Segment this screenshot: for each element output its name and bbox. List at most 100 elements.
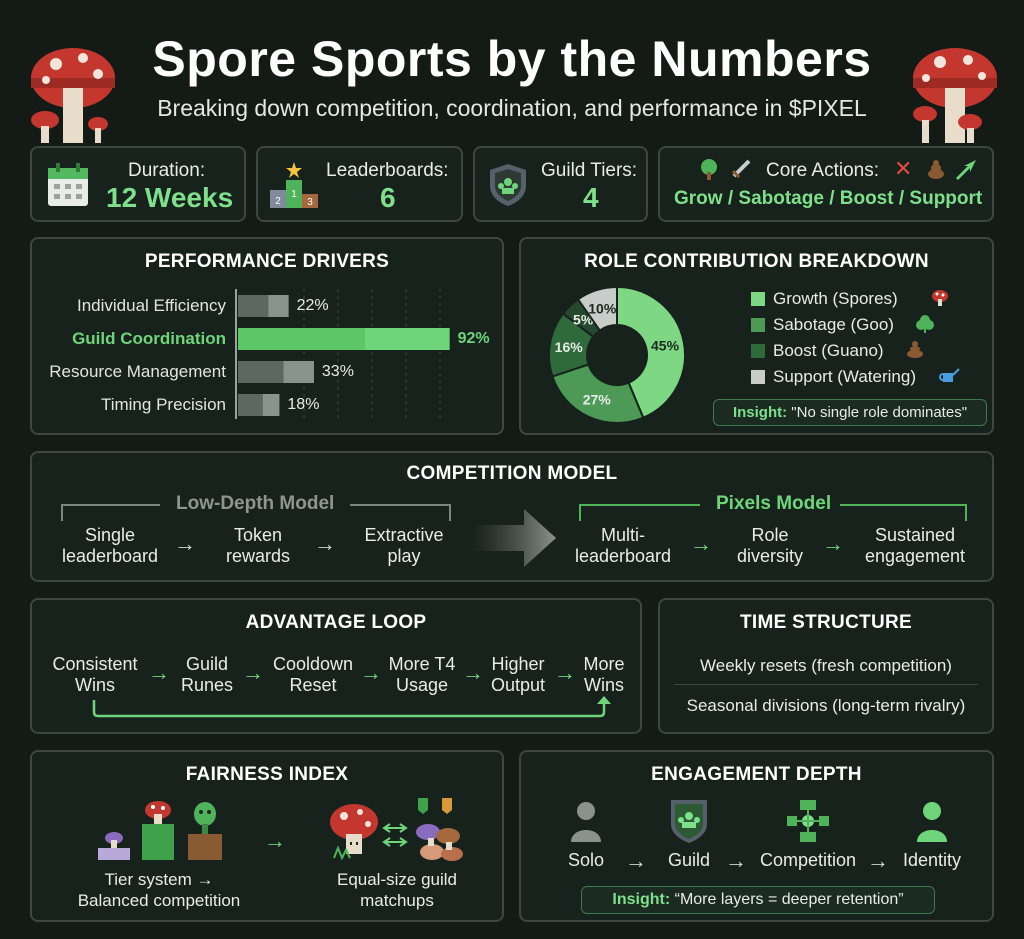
loop-step-1: Consistent Wins [52,654,138,695]
pixels-step-2: Role diversity [736,525,803,566]
arrow-icon: → [625,848,647,873]
performance-bar-highlight [283,361,314,383]
engagement-insight-text: “More layers = deeper retention” [674,891,904,908]
performance-bar-value: 92% [457,330,490,347]
stat-core-actions-card: Core Actions: ✕ Grow / Sabotage / Boost … [658,146,994,222]
role-contribution-panel: ROLE CONTRIBUTION BREAKDOWN 45% 27% 16% 5% 1… [519,237,994,435]
role-insight-key: Insight: [732,404,788,421]
performance-drivers-panel: PERFORMANCE DRIVERS Individual Efficienc… [30,237,504,435]
role-donut-chart: 45%27%16%5%10% [548,285,686,424]
stat-duration-label: Duration: [128,160,206,181]
arrow-icon: → [148,660,170,685]
low-depth-title: Low-Depth Model [176,493,335,514]
pixels-step-1: Multi-leaderboard [574,525,672,566]
guano-small-icon [907,341,923,358]
podium-second-label: 2 [275,196,281,207]
performance-bars-chart [235,289,450,419]
donut-slice [616,285,686,420]
legend-item: Boost (Guano) [751,341,884,361]
boost-arrows-icon [956,160,976,180]
low-step-2: Token rewards [225,525,291,566]
competition-network-icon [787,800,829,842]
donut-slice-label: 10% [588,300,617,316]
arrow-icon: → [554,660,576,685]
performance-bar-label: Resource Management [49,362,226,381]
performance-bar-label: Individual Efficiency [77,296,226,315]
competition-model-panel: COMPETITION MODEL Low-Depth Model Pixels… [30,451,994,582]
arrow-icon: → [360,660,382,685]
engagement-step-solo: Solo [567,850,605,870]
tree-icon [701,159,717,180]
legend-swatch [751,292,765,306]
stat-guild-tiers-card: Guild Tiers: 4 [473,146,648,222]
guano-icon [928,160,944,179]
engagement-step-competition: Competition [759,850,857,870]
guild-matchup-icon [330,798,463,861]
time-structure-panel: TIME STRUCTURE Weekly resets (fresh comp… [658,598,994,734]
fairness-index-panel: FAIRNESS INDEX → Tier system → Balanced … [30,750,504,922]
fairness-right-caption-1: Equal-size guild [336,870,457,889]
performance-bar-highlight [262,394,280,416]
stat-core-actions-value: Grow / Sabotage / Boost / Support [674,188,983,209]
donut-slice-label: 45% [651,337,680,353]
arrow-icon: → [174,531,196,556]
stat-guild-tiers-label: Guild Tiers: [541,160,638,181]
mushroom-small-icon [932,290,948,306]
calendar-icon [48,163,88,206]
legend-item: Sabotage (Goo) [751,315,894,335]
time-divider [674,684,978,685]
sword-icon [731,159,751,179]
page-subtitle: Breaking down competition, coordination,… [157,95,867,121]
time-structure-title: TIME STRUCTURE [739,612,913,633]
identity-user-icon [917,802,947,842]
performance-bar-value: 18% [287,396,320,413]
loop-step-5: Higher Output [490,654,546,695]
loop-return-arrow [92,696,611,718]
engagement-insight-badge: Insight: “More layers = deeper retention… [581,886,935,914]
donut-slice [576,285,618,332]
big-arrow-icon [472,509,556,567]
arrow-icon: → [822,531,844,556]
fairness-left-caption-1: Tier system → [104,870,214,889]
mushroom-left-icon [31,48,115,143]
competition-brackets [61,504,967,567]
pixels-model-title: Pixels Model [716,493,832,514]
arrow-icon: → [242,660,264,685]
arrow-icon: → [314,531,336,556]
role-insight-badge: Insight: "No single role dominates" [713,399,987,426]
stat-duration-value: 12 Weeks [106,182,234,213]
legend-item: Support (Watering) [751,367,916,387]
performance-drivers-title: PERFORMANCE DRIVERS [144,251,390,272]
arrow-icon: → [264,828,286,853]
arrow-icon: → [462,660,484,685]
stat-duration-card: Duration: 12 Weeks [30,146,246,222]
stat-leaderboards-label: Leaderboards: [326,160,449,181]
donut-slice-label: 27% [583,392,612,408]
legend-swatch [751,370,765,384]
podium-first-label: 1 [291,189,297,200]
legend-item: Growth (Spores) [751,289,898,309]
mushroom-right-icon [913,48,997,143]
donut-slice [551,363,645,424]
loop-step-4: More T4 Usage [388,654,456,695]
guild-shield-icon [671,800,707,843]
performance-bar-value: 33% [321,363,354,380]
engagement-depth-panel: ENGAGEMENT DEPTH Solo → Guild → Competit… [519,750,994,922]
solo-user-icon [571,802,601,842]
stat-leaderboards-card: 1 2 3 Leaderboards: 6 [256,146,463,222]
stat-leaderboards-value: 6 [380,182,396,213]
advantage-loop-panel: ADVANTAGE LOOP Consistent Wins → Guild R… [30,598,642,734]
performance-bar-label: Timing Precision [100,395,226,414]
arrow-icon: → [690,531,712,556]
arrow-icon: → [725,848,747,873]
watering-can-icon [939,368,960,382]
page-title: Spore Sports by the Numbers [152,31,872,87]
engagement-step-guild: Guild [667,850,711,870]
competition-model-title: COMPETITION MODEL [406,463,618,484]
legend-label: Boost (Guano) [773,341,884,360]
role-contribution-title: ROLE CONTRIBUTION BREAKDOWN [584,251,929,272]
legend-swatch [751,344,765,358]
cross-icon: ✕ [894,156,913,181]
engagement-depth-title: ENGAGEMENT DEPTH [651,764,862,785]
fairness-right-caption-2: matchups [360,891,434,910]
